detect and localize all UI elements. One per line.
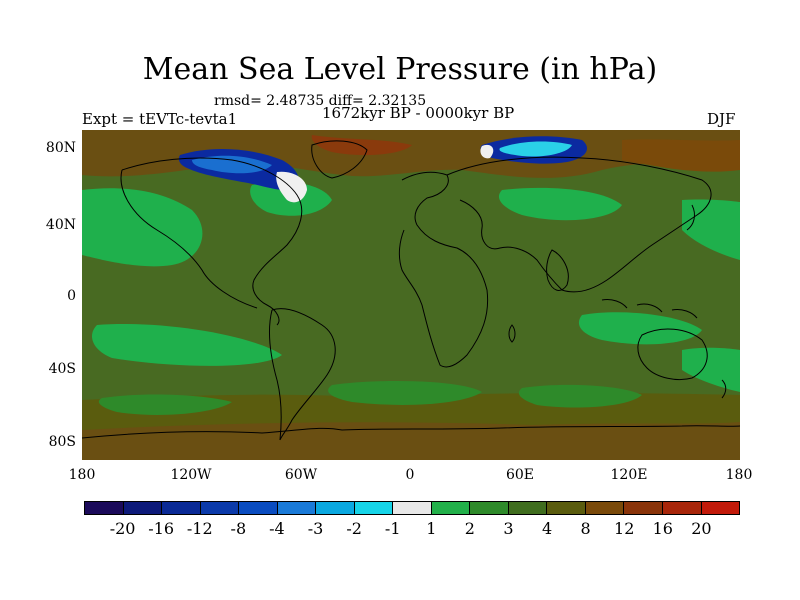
green-patch-southpacific: [92, 324, 282, 366]
green-patch-asia: [498, 187, 622, 221]
y-tick-40s: 40S: [48, 361, 76, 377]
north-america-low-core: [192, 155, 272, 174]
x-tick-60w: 60W: [284, 467, 318, 483]
colorbar-label: 8: [580, 519, 591, 538]
period-label: 1672kyr BP - 0000kyr BP: [322, 104, 515, 122]
colorbar-swatch: [162, 502, 201, 514]
colorbar-swatch: [547, 502, 586, 514]
x-tick-180e: 180: [725, 467, 753, 483]
colorbar-label: 3: [503, 519, 514, 538]
colorbar-label: -20: [109, 519, 136, 538]
colorbar-swatch: [470, 502, 509, 514]
colorbar-label: 4: [541, 519, 553, 538]
stats-text: rmsd= 2.48735 diff= 2.32135: [214, 93, 427, 109]
colorbar-swatch: [316, 502, 355, 514]
x-tick-120e: 120E: [610, 467, 648, 483]
hudson-white-patch: [276, 171, 307, 203]
chart-title: Mean Sea Level Pressure (in hPa): [142, 52, 658, 87]
colorbar-swatch: [123, 502, 163, 514]
atlantic-high: [311, 135, 412, 156]
green-patch-pacific-east: [682, 199, 740, 260]
y-tick-80n: 80N: [45, 140, 76, 156]
colorbar: [84, 501, 740, 515]
colorbar-label: 20: [691, 519, 712, 538]
x-tick-180w: 180: [68, 467, 96, 483]
colorbar-swatch: [431, 502, 471, 514]
green-patch-southindian: [518, 384, 642, 408]
map-canvas: [82, 130, 740, 460]
season-label: DJF: [707, 110, 736, 128]
eurasia-white-patch: [480, 144, 494, 159]
colorbar-swatch: [277, 502, 317, 514]
colorbar-swatch: [701, 502, 740, 514]
colorbar-label: -16: [148, 519, 175, 538]
x-tick-60e: 60E: [505, 467, 535, 483]
eurasia-low-core: [499, 141, 572, 157]
colorbar-swatch: [662, 502, 702, 514]
colorbar-label: -4: [269, 519, 285, 538]
colorbar-label: -8: [230, 519, 247, 538]
x-tick-0: 0: [405, 467, 415, 483]
colorbar-label: 1: [426, 519, 437, 538]
colorbar-swatch: [393, 502, 432, 514]
y-tick-40n: 40N: [45, 217, 76, 233]
y-tick-80s: 80S: [48, 434, 76, 450]
antarctic-band: [82, 422, 740, 460]
green-patch-northpacific: [82, 188, 203, 267]
experiment-label: Expt = tEVTc-tevta1: [82, 110, 238, 128]
colorbar-label: 2: [464, 519, 475, 538]
colorbar-label: 12: [614, 519, 635, 538]
colorbar-swatch: [85, 502, 124, 514]
green-patch-southwest: [98, 394, 232, 415]
colorbar-swatch: [354, 502, 394, 514]
siberian-high: [622, 139, 740, 172]
colorbar-swatch: [239, 502, 278, 514]
colorbar-label: -1: [384, 519, 401, 538]
colorbar-swatch: [585, 502, 625, 514]
colorbar-label: -3: [307, 519, 324, 538]
y-tick-0: 0: [67, 288, 76, 304]
green-patch-south-east: [682, 347, 740, 392]
colorbar-swatch: [200, 502, 240, 514]
x-tick-120w: 120W: [170, 467, 212, 483]
colorbar-swatch: [624, 502, 663, 514]
colorbar-label: -12: [186, 519, 213, 538]
pressure-map: [82, 130, 740, 460]
colorbar-swatch: [508, 502, 548, 514]
green-patch-indian: [578, 312, 702, 345]
green-patch-southatlantic: [328, 380, 482, 405]
colorbar-label: -2: [346, 519, 362, 538]
coastlines: [82, 140, 740, 441]
colorbar-label: 16: [652, 519, 673, 538]
